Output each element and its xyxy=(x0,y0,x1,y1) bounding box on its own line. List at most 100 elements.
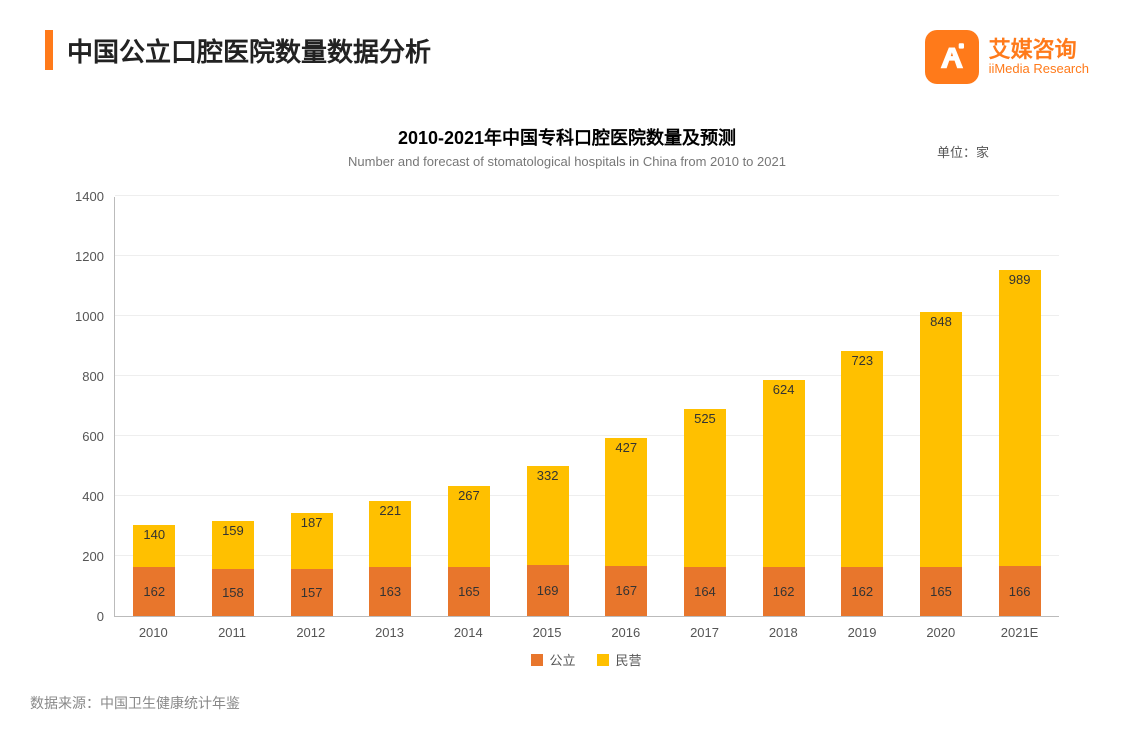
x-axis: 2010201120122013201420152016201720182019… xyxy=(114,625,1059,640)
bar-segment-public: 165 xyxy=(448,567,490,617)
x-tick: 2012 xyxy=(271,625,350,640)
bar-group: 140 162 xyxy=(115,197,194,616)
bar-label-private: 525 xyxy=(694,411,716,426)
bar-stack: 848 165 xyxy=(920,312,962,616)
bar-label-private: 187 xyxy=(301,515,323,530)
bar-label-public: 162 xyxy=(851,584,873,599)
bar-segment-public: 166 xyxy=(999,566,1041,616)
bar-group: 624 162 xyxy=(744,197,823,616)
logo-name-cn: 艾媒咨询 xyxy=(989,38,1089,62)
bar-segment-public: 165 xyxy=(920,567,962,617)
bar-label-public: 162 xyxy=(773,584,795,599)
bar-group: 221 163 xyxy=(351,197,430,616)
bar-stack: 221 163 xyxy=(369,501,411,616)
bar-segment-private: 624 xyxy=(763,380,805,567)
bar-label-private: 723 xyxy=(851,353,873,368)
chart-title-en: Number and forecast of stomatological ho… xyxy=(75,154,1059,169)
x-tick: 2021E xyxy=(980,625,1059,640)
legend-swatch xyxy=(531,654,543,666)
bar-label-private: 427 xyxy=(615,440,637,455)
bar-label-private: 159 xyxy=(222,523,244,538)
bar-label-public: 165 xyxy=(930,584,952,599)
bar-label-private: 989 xyxy=(1009,272,1031,287)
bar-stack: 989 166 xyxy=(999,270,1041,616)
bar-label-public: 167 xyxy=(615,583,637,598)
legend-label: 民营 xyxy=(615,650,641,669)
bar-stack: 159 158 xyxy=(212,521,254,616)
logo: 艾媒咨询 iiMedia Research xyxy=(925,30,1089,84)
x-tick: 2014 xyxy=(429,625,508,640)
bar-label-public: 157 xyxy=(301,585,323,600)
bar-label-public: 163 xyxy=(379,584,401,599)
data-source-label: 数据来源：中国卫生健康统计年鉴 xyxy=(30,693,240,713)
title-accent-bar xyxy=(45,30,53,70)
legend-item: 公立 xyxy=(531,650,575,669)
x-tick: 2015 xyxy=(508,625,587,640)
chart-title-cn: 2010-2021年中国专科口腔医院数量及预测 xyxy=(75,124,1059,150)
bar-segment-private: 427 xyxy=(605,438,647,566)
bar-segment-public: 158 xyxy=(212,569,254,616)
bar-group: 159 158 xyxy=(194,197,273,616)
bar-segment-private: 140 xyxy=(133,525,175,567)
bar-group: 989 166 xyxy=(980,197,1059,616)
header: 中国公立口腔医院数量数据分析 艾媒咨询 iiMedia Research xyxy=(45,30,1089,84)
bar-label-public: 162 xyxy=(143,584,165,599)
bar-label-public: 165 xyxy=(458,584,480,599)
bar-segment-public: 162 xyxy=(763,567,805,616)
bar-group: 723 162 xyxy=(823,197,902,616)
x-tick: 2010 xyxy=(114,625,193,640)
bar-stack: 723 162 xyxy=(841,351,883,616)
bar-label-private: 848 xyxy=(930,314,952,329)
bar-stack: 267 165 xyxy=(448,486,490,616)
bar-stack: 187 157 xyxy=(291,513,333,616)
bar-group: 332 169 xyxy=(508,197,587,616)
bar-label-public: 164 xyxy=(694,584,716,599)
bar-group: 427 167 xyxy=(587,197,666,616)
page-title: 中国公立口腔医院数量数据分析 xyxy=(67,32,431,69)
logo-name-en: iiMedia Research xyxy=(989,62,1089,76)
legend-swatch xyxy=(597,654,609,666)
chart-unit-label: 单位：家 xyxy=(937,142,989,161)
bar-group: 187 157 xyxy=(272,197,351,616)
bar-stack: 427 167 xyxy=(605,438,647,616)
bar-segment-private: 159 xyxy=(212,521,254,569)
bar-segment-public: 157 xyxy=(291,569,333,616)
bar-label-private: 221 xyxy=(379,503,401,518)
bar-segment-private: 221 xyxy=(369,501,411,567)
bar-stack: 332 169 xyxy=(527,466,569,616)
bars-container: 140 162 159 158 187 157 221 163 267 165 332 169 427 1… xyxy=(115,197,1059,616)
logo-mark-icon xyxy=(925,30,979,84)
bar-segment-private: 525 xyxy=(684,409,726,567)
bar-segment-public: 162 xyxy=(133,567,175,616)
gridline xyxy=(115,195,1059,196)
x-tick: 2018 xyxy=(744,625,823,640)
x-tick: 2013 xyxy=(350,625,429,640)
bar-segment-public: 162 xyxy=(841,567,883,616)
bar-label-private: 140 xyxy=(143,527,165,542)
plot-body: 140 162 159 158 187 157 221 163 267 165 332 169 427 1… xyxy=(114,197,1059,617)
bar-segment-private: 267 xyxy=(448,486,490,566)
chart-plot: 1400120010008006004002000 14016215915818… xyxy=(75,197,1059,669)
bar-segment-private: 187 xyxy=(291,513,333,569)
bar-stack: 525 164 xyxy=(684,409,726,616)
title-wrap: 中国公立口腔医院数量数据分析 xyxy=(45,30,431,70)
bar-segment-private: 848 xyxy=(920,312,962,566)
bar-stack: 624 162 xyxy=(763,380,805,616)
legend-label: 公立 xyxy=(549,650,575,669)
logo-text: 艾媒咨询 iiMedia Research xyxy=(989,38,1089,76)
x-tick: 2019 xyxy=(823,625,902,640)
x-tick: 2017 xyxy=(665,625,744,640)
x-tick: 2011 xyxy=(193,625,272,640)
bar-label-public: 158 xyxy=(222,585,244,600)
bar-segment-private: 723 xyxy=(841,351,883,568)
legend: 公立 民营 xyxy=(114,650,1059,669)
bar-label-private: 267 xyxy=(458,488,480,503)
bar-group: 525 164 xyxy=(666,197,745,616)
bar-segment-public: 164 xyxy=(684,567,726,616)
x-tick: 2020 xyxy=(901,625,980,640)
bar-group: 267 165 xyxy=(430,197,509,616)
bar-stack: 140 162 xyxy=(133,525,175,616)
x-tick: 2016 xyxy=(586,625,665,640)
bar-label-private: 332 xyxy=(537,468,559,483)
bar-segment-public: 169 xyxy=(527,565,569,616)
